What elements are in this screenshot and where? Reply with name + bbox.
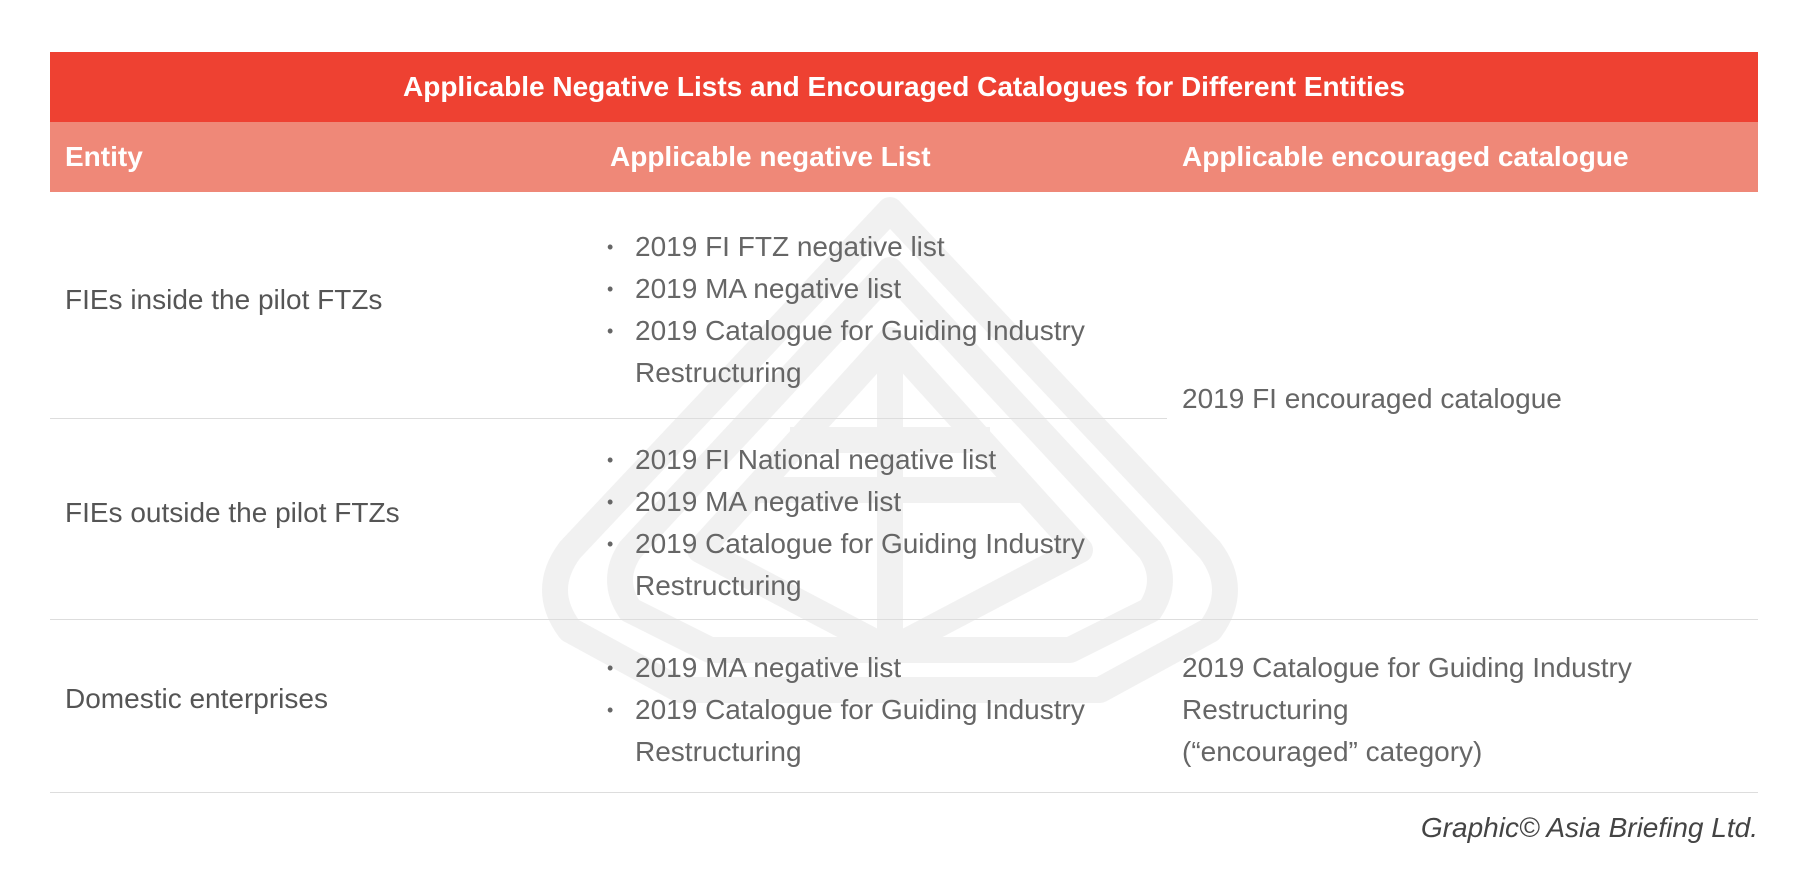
row1-entity: FIEs inside the pilot FTZs bbox=[65, 284, 383, 315]
list-item: 2019 Catalogue for Guiding Industry Rest… bbox=[607, 689, 1155, 773]
graphic-credit: Graphic© Asia Briefing Ltd. bbox=[1420, 812, 1758, 843]
row2-entity: FIEs outside the pilot FTZs bbox=[65, 497, 400, 528]
row3-negative-lists: 2019 MA negative list 2019 Catalogue for… bbox=[595, 647, 1155, 773]
row-divider bbox=[50, 418, 1167, 419]
header-encouraged-catalogue: Applicable encouraged catalogue bbox=[1182, 141, 1629, 172]
row2-negative-lists: 2019 FI National negative list 2019 MA n… bbox=[595, 439, 1155, 607]
row-divider bbox=[50, 792, 1758, 793]
header-negative-list: Applicable negative List bbox=[610, 141, 931, 172]
list-item: 2019 FI National negative list bbox=[607, 439, 1155, 481]
row3-entity: Domestic enterprises bbox=[65, 683, 328, 714]
header-entity: Entity bbox=[65, 141, 143, 172]
table-header-row: Entity Applicable negative List Applicab… bbox=[50, 122, 1758, 192]
entities-table: Applicable Negative Lists and Encouraged… bbox=[50, 52, 1758, 793]
list-item: 2019 MA negative list bbox=[607, 647, 1155, 689]
catalogue-line: Restructuring bbox=[1182, 694, 1349, 725]
catalogue-line: (“encouraged” category) bbox=[1182, 736, 1483, 767]
list-item: 2019 MA negative list bbox=[607, 481, 1155, 523]
row3-encouraged-catalogue: 2019 Catalogue for Guiding Industry Rest… bbox=[1182, 647, 1632, 773]
shared-encouraged-catalogue: 2019 FI encouraged catalogue bbox=[1182, 383, 1562, 414]
row1-negative-lists: 2019 FI FTZ negative list 2019 MA negati… bbox=[595, 226, 1155, 394]
table-body: FIEs inside the pilot FTZs 2019 FI FTZ n… bbox=[50, 192, 1758, 793]
list-item: 2019 MA negative list bbox=[607, 268, 1155, 310]
list-item: 2019 Catalogue for Guiding Industry Rest… bbox=[607, 523, 1155, 607]
catalogue-line: 2019 Catalogue for Guiding Industry bbox=[1182, 652, 1632, 683]
list-item: 2019 Catalogue for Guiding Industry Rest… bbox=[607, 310, 1155, 394]
row-divider bbox=[50, 619, 1758, 620]
table-title: Applicable Negative Lists and Encouraged… bbox=[50, 52, 1758, 122]
list-item: 2019 FI FTZ negative list bbox=[607, 226, 1155, 268]
